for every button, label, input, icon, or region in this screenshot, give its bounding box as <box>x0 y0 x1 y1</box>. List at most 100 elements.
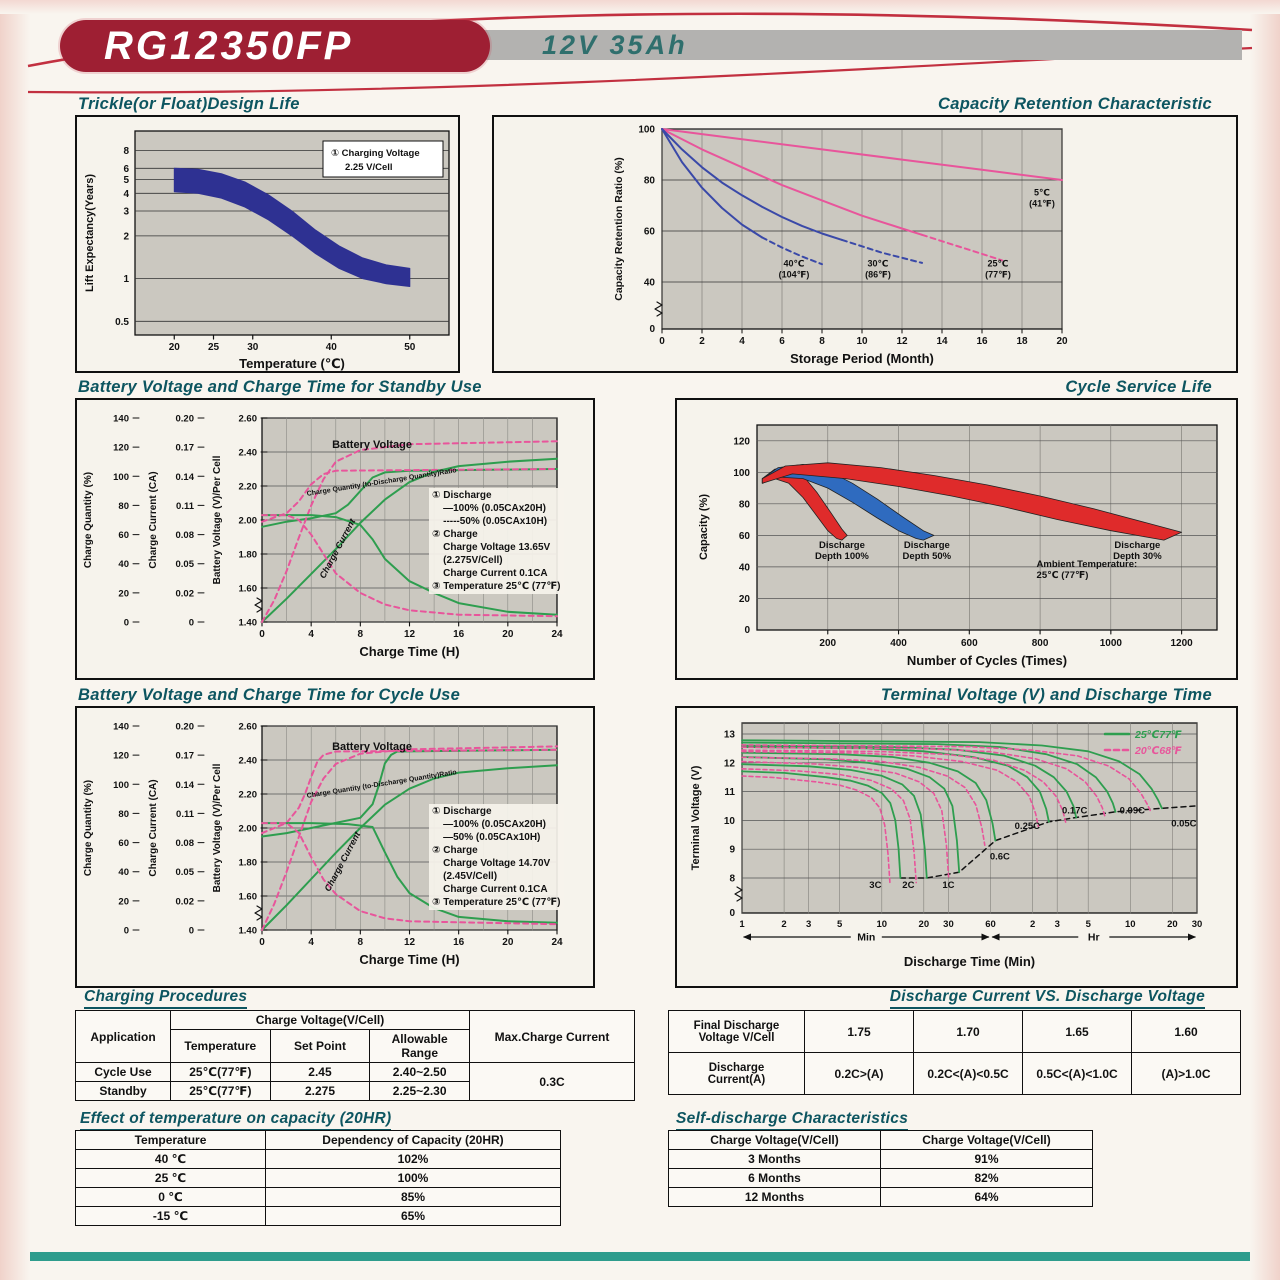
axis-break <box>654 301 663 317</box>
table-row-cycle-use: Cycle Use 25℃(77℉) 2.45 2.40~2.50 0.3C <box>75 1062 635 1101</box>
cell-voltage: 1.75 <box>804 1010 914 1053</box>
annotation-line: —100% (0.05CAx20H) <box>432 503 546 514</box>
title-self-discharge: Self-discharge Characteristics <box>676 1110 909 1131</box>
arrow-head <box>981 933 990 941</box>
header-application: Application <box>75 1010 171 1063</box>
header-dependency: Dependency of Capacity (20HR) <box>265 1130 561 1150</box>
title-design-life: Trickle(or Float)Design Life <box>78 95 300 117</box>
table-row: 3 Months 91% <box>668 1149 1093 1169</box>
footer-accent-bar <box>30 1252 1250 1261</box>
y-tick-label: 1.80 <box>239 550 258 561</box>
annotation-line: ① Charging Voltage <box>331 148 420 159</box>
series-label: 40℃ (104℉) <box>779 259 810 280</box>
y-tick-label: 1.40 <box>239 926 258 937</box>
curve-20c-1C <box>741 760 950 878</box>
annotation-line: —100% (0.05CAx20H) <box>432 819 546 830</box>
y-axis-title: Charge Quantity (%) <box>83 780 94 876</box>
header-allowable-range: Allowable Range <box>369 1029 470 1063</box>
y-tick-label: 0.05 <box>176 559 195 570</box>
y-tick-label: 8 <box>729 874 735 885</box>
x-tick-label: 4 <box>308 629 314 640</box>
annotation-line: -----50% (0.05CAx10H) <box>432 516 548 527</box>
chart-cycle-charge: 0 4 8 12 16 20 24 140 120 100 80 60 40 20 0 Charge Quan… <box>75 706 595 988</box>
y-tick-label: 120 <box>113 443 129 454</box>
axis-break <box>254 597 263 613</box>
cell-months: 3 Months <box>668 1149 881 1169</box>
y-tick-label: 2.00 <box>239 824 258 835</box>
y-tick-label: 4 <box>123 189 129 200</box>
series-line <box>261 822 558 926</box>
annotation-line: ② Charge <box>432 845 478 856</box>
arrow-head <box>743 933 751 941</box>
annotation-line: ② Charge <box>432 529 478 540</box>
y-tick-label: 0.11 <box>176 809 195 820</box>
x-tick-label: 18 <box>1016 336 1028 347</box>
y-axis-title: Battery Voltage (V)/Per Cell <box>212 455 223 584</box>
y-tick-label: 100 <box>733 468 750 479</box>
header-set-point: Set Point <box>269 1029 371 1063</box>
y-tick-label: 1 <box>123 274 129 285</box>
model-badge: RG12350FP <box>60 20 490 72</box>
x-tick-label: 800 <box>1032 638 1049 649</box>
curve-20c-0.17C <box>741 749 1067 823</box>
y-tick-label: 0.14 <box>176 472 195 483</box>
cell-set-point: 2.275 <box>269 1081 371 1101</box>
curve-25c-0.6C <box>741 751 997 842</box>
series-line <box>261 822 558 924</box>
cell-range: 2.40~2.50 <box>369 1062 470 1082</box>
title-charging-procedures: Charging Procedures <box>84 988 248 1009</box>
rate-label: 2C <box>902 880 914 891</box>
y-tick-label: 0.14 <box>176 780 195 791</box>
y-tick-label: 0.11 <box>176 501 195 512</box>
table-row: 6 Months 82% <box>668 1168 1093 1188</box>
self-discharge-table: Charge Voltage(V/Cell) Charge Voltage(V/… <box>668 1130 1093 1207</box>
table-row-final-voltage: Final Discharge Voltage V/Cell 1.75 1.70… <box>668 1010 1241 1053</box>
chart-svg-capacity_retention: 0 2 4 6 8 10 12 14 16 18 20 100 80 60 40 0 40℃ (104℉) 30℃(… <box>613 125 1068 367</box>
x-axis-title: Charge Time (H) <box>359 952 459 967</box>
x-tick-label: 5 <box>837 919 843 930</box>
x-tick-label: 30 <box>1192 919 1203 930</box>
y-tick-label: 12 <box>724 758 736 769</box>
x-tick-label: 10 <box>876 919 887 930</box>
cell-months: 12 Months <box>668 1187 881 1207</box>
annotation-line: ① Discharge <box>432 806 492 817</box>
chart-annotation-block: ① Discharge —100% (0.05CAx20H) —50% (0.0… <box>429 804 564 910</box>
curve-20c-0.25C <box>741 750 1040 828</box>
arrow-head <box>991 933 1000 941</box>
series-line <box>261 748 558 835</box>
x-tick-label: 3 <box>1055 919 1060 930</box>
chart-design-life: 8 6 5 4 3 2 1 0.5 20 25 30 40 50 Temperature (℃) Lift … <box>75 115 460 373</box>
y-tick-label: 0.08 <box>176 530 195 541</box>
x-tick-label: 8 <box>819 336 825 347</box>
x-tick-label: 12 <box>404 937 416 948</box>
y-tick-label: 0 <box>744 625 750 636</box>
cell-current: 0.2C>(A) <box>804 1052 914 1095</box>
y-tick-label: 120 <box>733 436 750 447</box>
x-tick-label: 1200 <box>1170 638 1193 649</box>
cycle-band <box>761 462 1182 541</box>
x-axis-title: Charge Time (H) <box>359 644 459 659</box>
y-tick-label: 2 <box>123 231 129 242</box>
y-tick-label: 20 <box>739 594 751 605</box>
rate-label: 0.05C <box>1171 818 1196 829</box>
series-line <box>761 236 823 266</box>
y-tick-label: 40 <box>739 562 751 573</box>
series-label: 30℃ (86℉) <box>865 259 891 280</box>
chart-terminal-voltage: 1 2 3 5 10 20 30 60 2 3 5 10 20 30 13 12 11 10 9 8 0 3C 2C 1C 0.… <box>675 706 1238 988</box>
battery-rating: 12V 35Ah <box>542 29 688 60</box>
x-tick-label: 8 <box>358 629 364 640</box>
annotation-line: Charge Voltage 14.70V <box>432 858 551 869</box>
cell-temp: 0 ℃ <box>75 1187 266 1207</box>
curve-25c-0.05C <box>741 739 1163 810</box>
rate-label: 0.25C <box>1015 821 1040 832</box>
y-axis-title: Charge Current (CA) <box>148 471 159 568</box>
table-row: 25 ℃ 100% <box>75 1168 561 1188</box>
x-tick-label: 10 <box>856 336 868 347</box>
x-tick-label: 24 <box>551 629 563 640</box>
chart-annotation-block: ① Discharge —100% (0.05CAx20H) -----50% … <box>429 488 564 594</box>
x-tick-label: 200 <box>819 638 836 649</box>
series-line <box>661 128 923 236</box>
x-tick-label: 16 <box>976 336 988 347</box>
y-tick-label: 0 <box>189 618 194 629</box>
y-tick-label: 0.5 <box>115 317 129 328</box>
